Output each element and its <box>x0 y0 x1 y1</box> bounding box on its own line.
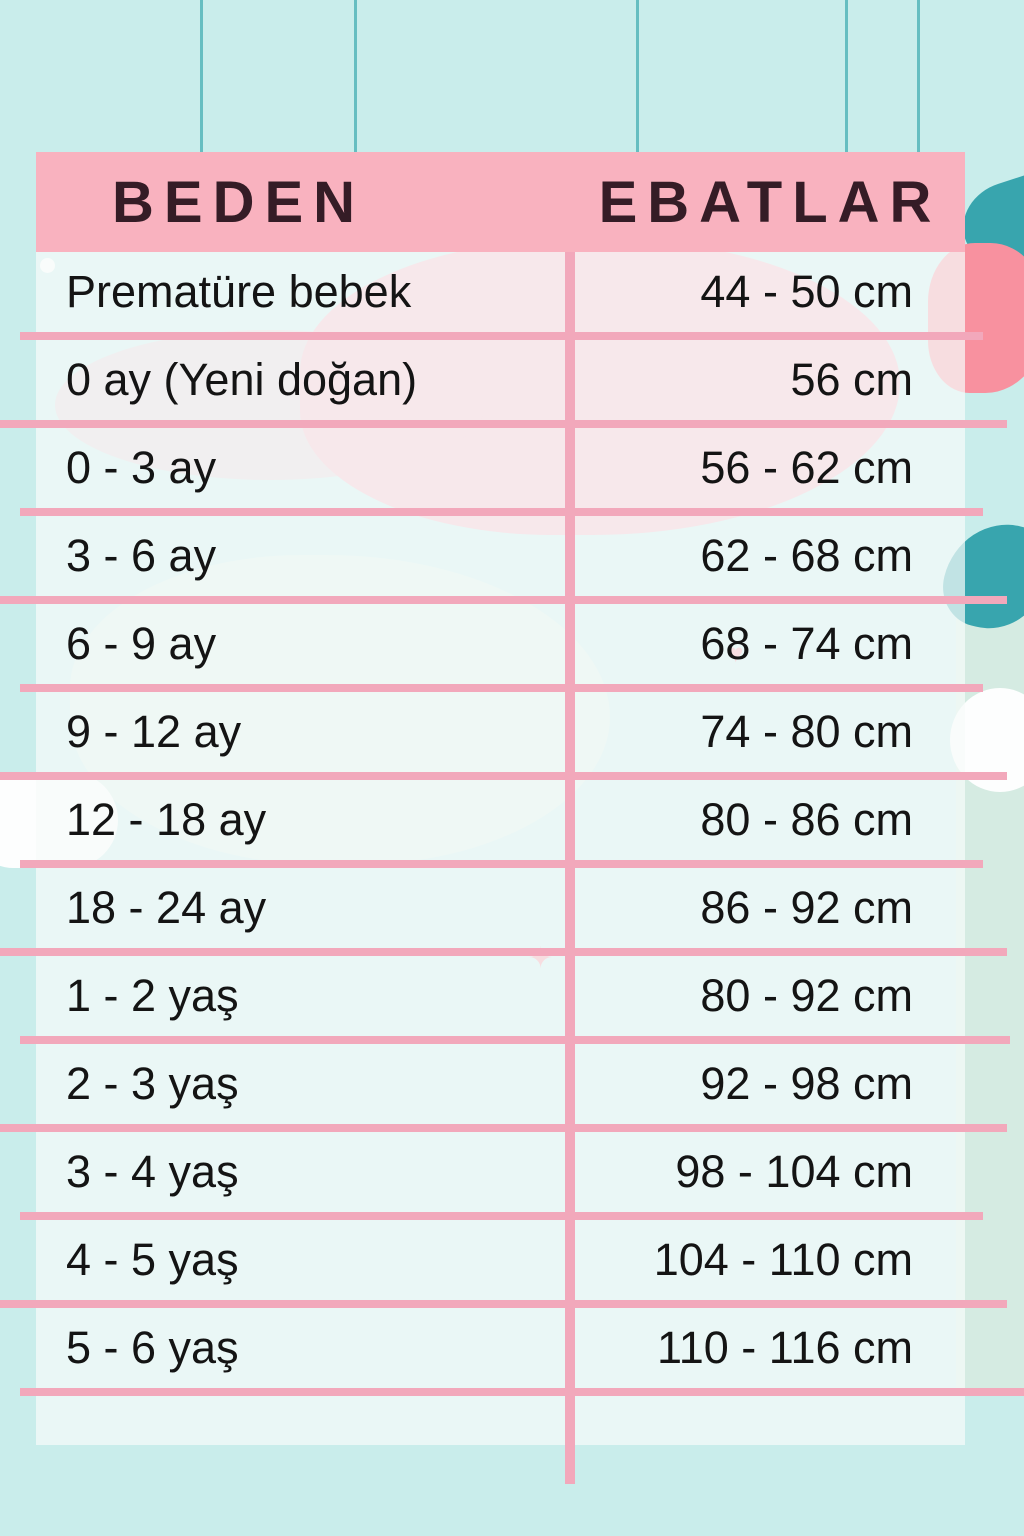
size-cell: 12 - 18 ay <box>36 780 565 860</box>
table-row: 3 - 4 yaş 98 - 104 cm <box>20 1132 983 1220</box>
range-cell: 92 - 98 cm <box>575 1044 965 1124</box>
row-divider <box>0 948 1007 956</box>
size-table: BEDEN EBATLAR Prematüre bebek 44 - 50 cm… <box>0 152 1024 1445</box>
column-header-beden: BEDEN <box>112 169 366 235</box>
size-cell: 1 - 2 yaş <box>36 956 565 1036</box>
column-divider <box>565 252 575 1484</box>
table-row: 3 - 6 ay 62 - 68 cm <box>0 516 1007 604</box>
hanging-string <box>200 0 203 153</box>
empty-row <box>36 1396 965 1445</box>
row-divider <box>20 684 983 692</box>
range-cell: 56 - 62 cm <box>575 428 965 508</box>
row-divider <box>0 772 1007 780</box>
row-divider <box>0 596 1007 604</box>
hanging-string <box>917 0 920 153</box>
size-cell: 3 - 6 ay <box>36 516 565 596</box>
table-row: 0 - 3 ay 56 - 62 cm <box>20 428 983 516</box>
table-row: 5 - 6 yaş 110 - 116 cm <box>20 1308 1024 1396</box>
range-cell: 80 - 86 cm <box>575 780 965 860</box>
size-cell: 6 - 9 ay <box>36 604 565 684</box>
range-cell: 80 - 92 cm <box>575 956 965 1036</box>
table-row: 1 - 2 yaş 80 - 92 cm <box>20 956 1010 1044</box>
table-row: 18 - 24 ay 86 - 92 cm <box>0 868 1007 956</box>
hanging-string <box>636 0 639 153</box>
size-cell: 0 ay (Yeni doğan) <box>36 340 565 420</box>
row-divider <box>20 1212 983 1220</box>
size-cell: 3 - 4 yaş <box>36 1132 565 1212</box>
size-cell: 2 - 3 yaş <box>36 1044 565 1124</box>
row-divider <box>0 1300 1007 1308</box>
range-cell: 98 - 104 cm <box>575 1132 965 1212</box>
row-divider <box>20 332 983 340</box>
range-cell: 68 - 74 cm <box>575 604 965 684</box>
mint-band-decoration <box>956 556 1024 1394</box>
size-cell: 4 - 5 yaş <box>36 1220 565 1300</box>
table-header-row: BEDEN EBATLAR <box>36 152 965 252</box>
range-cell: 86 - 92 cm <box>575 868 965 948</box>
table-row: 4 - 5 yaş 104 - 110 cm <box>0 1220 1007 1308</box>
range-cell: 110 - 116 cm <box>575 1308 965 1388</box>
size-cell: Prematüre bebek <box>36 252 565 332</box>
hanging-string <box>845 0 848 153</box>
table-row: 0 ay (Yeni doğan) 56 cm <box>0 340 1007 428</box>
size-cell: 5 - 6 yaş <box>36 1308 565 1388</box>
row-divider <box>20 508 983 516</box>
range-cell: 62 - 68 cm <box>575 516 965 596</box>
size-cell: 0 - 3 ay <box>36 428 565 508</box>
size-cell: 9 - 12 ay <box>36 692 565 772</box>
row-divider <box>20 1036 1010 1044</box>
hanging-string <box>354 0 357 153</box>
table-row: Prematüre bebek 44 - 50 cm <box>20 252 983 340</box>
range-cell: 74 - 80 cm <box>575 692 965 772</box>
table-body: Prematüre bebek 44 - 50 cm 0 ay (Yeni do… <box>0 252 1024 1396</box>
column-header-ebatlar: EBATLAR <box>598 169 942 235</box>
range-cell: 104 - 110 cm <box>575 1220 965 1300</box>
row-divider <box>0 1124 1007 1132</box>
table-row: 6 - 9 ay 68 - 74 cm <box>20 604 983 692</box>
range-cell: 44 - 50 cm <box>575 252 965 332</box>
range-cell: 56 cm <box>575 340 965 420</box>
row-divider <box>20 1388 1024 1396</box>
row-divider <box>20 860 983 868</box>
table-row: 9 - 12 ay 74 - 80 cm <box>0 692 1007 780</box>
table-row: 2 - 3 yaş 92 - 98 cm <box>0 1044 1007 1132</box>
table-row: 12 - 18 ay 80 - 86 cm <box>20 780 983 868</box>
size-cell: 18 - 24 ay <box>36 868 565 948</box>
row-divider <box>0 420 1007 428</box>
